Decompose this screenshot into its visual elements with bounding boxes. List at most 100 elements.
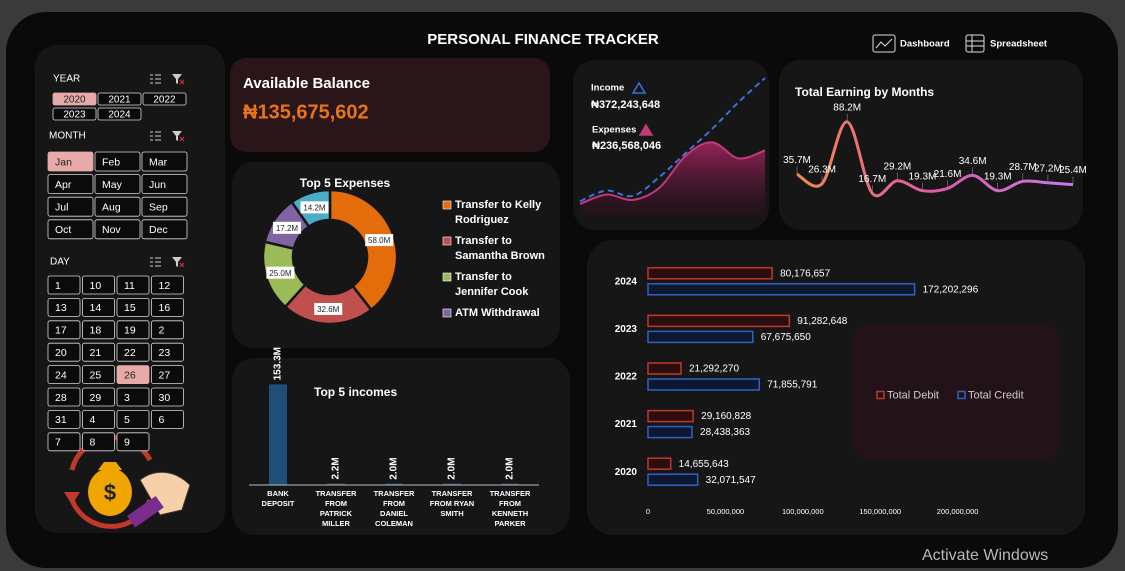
- filter-option[interactable]: [82, 409, 115, 429]
- filter-option[interactable]: [82, 342, 115, 362]
- filter-option-label[interactable]: 2021: [108, 95, 131, 106]
- filter-option-label[interactable]: 24: [55, 369, 67, 381]
- filter-option-label[interactable]: 2020: [63, 95, 86, 106]
- filter-option[interactable]: [97, 92, 142, 106]
- filter-option[interactable]: [94, 219, 141, 240]
- filter-option-label[interactable]: Mar: [149, 156, 168, 168]
- nav-spreadsheet[interactable]: Spreadsheet: [990, 39, 1048, 50]
- filter-option-label[interactable]: 8: [90, 437, 96, 449]
- clear-filter-icon[interactable]: [172, 74, 182, 84]
- nav-dashboard[interactable]: Dashboard: [900, 39, 950, 50]
- filter-option-label[interactable]: 28: [55, 392, 67, 404]
- filter-option[interactable]: [141, 151, 188, 172]
- filter-option[interactable]: [116, 320, 150, 340]
- filter-option-label[interactable]: May: [102, 179, 123, 191]
- filter-option-label[interactable]: 14: [90, 302, 102, 314]
- filter-option-label[interactable]: 31: [55, 414, 67, 426]
- filter-option-label[interactable]: 7: [55, 437, 61, 449]
- filter-option-label[interactable]: 23: [159, 347, 171, 359]
- filter-option-label[interactable]: 2022: [153, 95, 176, 106]
- filter-option[interactable]: [116, 275, 150, 295]
- filter-option[interactable]: [47, 387, 81, 407]
- filter-option-label[interactable]: Nov: [102, 224, 121, 236]
- filter-option[interactable]: [47, 196, 94, 217]
- filter-option-label[interactable]: 17: [55, 325, 67, 337]
- filter-option-label[interactable]: 2024: [108, 110, 131, 121]
- filter-option[interactable]: [151, 297, 184, 317]
- filter-option-label[interactable]: Aug: [102, 201, 121, 213]
- clear-filter-icon[interactable]: [172, 257, 182, 267]
- filter-option[interactable]: [116, 432, 150, 452]
- filter-option[interactable]: [116, 365, 150, 385]
- dashboard-icon[interactable]: [872, 34, 896, 53]
- multi-select-icon[interactable]: [150, 74, 161, 84]
- filter-option-label[interactable]: 21: [90, 347, 102, 359]
- filter-option-label[interactable]: 10: [90, 280, 102, 292]
- filter-option-label[interactable]: 25: [90, 369, 102, 381]
- filter-option[interactable]: [151, 320, 184, 340]
- filter-option[interactable]: [142, 92, 187, 106]
- filter-option-label[interactable]: 27: [159, 369, 171, 381]
- filter-option[interactable]: [116, 342, 150, 362]
- filter-option-label[interactable]: Apr: [55, 179, 72, 191]
- filter-option[interactable]: [141, 196, 188, 217]
- filter-option[interactable]: [151, 409, 184, 429]
- filter-option[interactable]: [47, 432, 81, 452]
- filter-option[interactable]: [47, 151, 94, 172]
- filter-option[interactable]: [151, 275, 184, 295]
- filter-option[interactable]: [82, 365, 115, 385]
- filter-option[interactable]: [97, 107, 142, 121]
- filter-option-label[interactable]: 6: [159, 414, 165, 426]
- filter-option-label[interactable]: 2023: [63, 110, 86, 121]
- filter-option-label[interactable]: 16: [159, 302, 171, 314]
- filter-option[interactable]: [141, 174, 188, 195]
- clear-filter-icon[interactable]: [172, 131, 182, 141]
- filter-option[interactable]: [151, 342, 184, 362]
- filter-option-label[interactable]: Jun: [149, 179, 166, 191]
- filter-option-label[interactable]: Oct: [55, 224, 71, 236]
- filter-option[interactable]: [151, 387, 184, 407]
- spreadsheet-icon[interactable]: [965, 34, 985, 53]
- filter-option-label[interactable]: 29: [90, 392, 102, 404]
- filter-option[interactable]: [82, 320, 115, 340]
- filter-option[interactable]: [151, 365, 184, 385]
- filter-option-label[interactable]: 22: [124, 347, 136, 359]
- filter-option[interactable]: [94, 196, 141, 217]
- filter-option-label[interactable]: 9: [124, 437, 130, 449]
- filter-option[interactable]: [47, 297, 81, 317]
- filter-option[interactable]: [47, 320, 81, 340]
- filter-option-label[interactable]: Jul: [55, 201, 68, 213]
- filter-option-label[interactable]: 26: [124, 369, 136, 381]
- filter-option-label[interactable]: 3: [124, 392, 130, 404]
- filter-option[interactable]: [82, 297, 115, 317]
- multi-select-icon[interactable]: [150, 131, 161, 141]
- filter-option-label[interactable]: 11: [124, 280, 135, 292]
- filter-option[interactable]: [47, 365, 81, 385]
- filter-option[interactable]: [47, 342, 81, 362]
- filter-option[interactable]: [52, 107, 97, 121]
- filter-option[interactable]: [116, 297, 150, 317]
- filter-option[interactable]: [116, 409, 150, 429]
- filter-option-label[interactable]: 12: [159, 280, 171, 292]
- multi-select-icon[interactable]: [150, 257, 161, 267]
- filter-option[interactable]: [47, 174, 94, 195]
- filter-option-label[interactable]: 2: [159, 325, 165, 337]
- filter-option-label[interactable]: 18: [90, 325, 102, 337]
- filter-option[interactable]: [94, 174, 141, 195]
- filter-option-label[interactable]: 1: [55, 280, 61, 292]
- filter-option-label[interactable]: Sep: [149, 201, 168, 213]
- filter-option-label[interactable]: 19: [124, 325, 136, 337]
- filter-option-label[interactable]: Feb: [102, 156, 120, 168]
- filter-option[interactable]: [47, 219, 94, 240]
- filter-option-label[interactable]: 13: [55, 302, 67, 314]
- filter-option-label[interactable]: 20: [55, 347, 67, 359]
- filter-option[interactable]: [141, 219, 188, 240]
- filter-option[interactable]: [82, 432, 115, 452]
- filter-option[interactable]: [82, 387, 115, 407]
- filter-option[interactable]: [47, 275, 81, 295]
- filter-option-label[interactable]: 4: [90, 414, 96, 426]
- filter-option[interactable]: [52, 92, 97, 106]
- filter-option-label[interactable]: 5: [124, 414, 130, 426]
- filter-option[interactable]: [47, 409, 81, 429]
- filter-option-label[interactable]: Jan: [55, 156, 72, 168]
